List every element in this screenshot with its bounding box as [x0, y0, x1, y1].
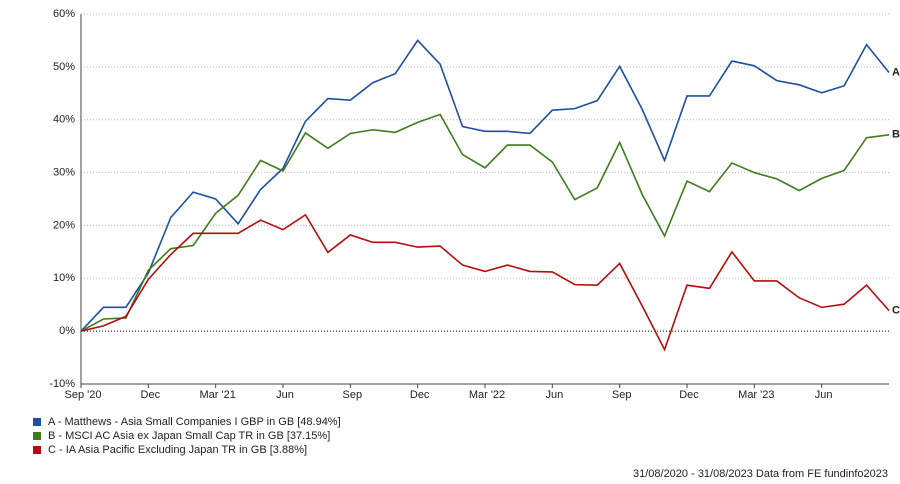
legend-swatch — [33, 432, 41, 440]
x-tick-label: Dec — [141, 389, 161, 401]
x-tick-label: Sep — [343, 389, 363, 401]
legend-label: B - MSCI AC Asia ex Japan Small Cap TR i… — [48, 430, 330, 442]
source-note: 31/08/2020 - 31/08/2023 Data from FE fun… — [633, 468, 888, 480]
end-label: B — [892, 129, 900, 141]
x-tick-label: Jun — [815, 389, 833, 401]
legend-label: C - IA Asia Pacific Excluding Japan TR i… — [48, 444, 307, 456]
x-tick-label: Mar '22 — [469, 389, 505, 401]
series-line — [80, 39, 890, 332]
x-tick-label: Dec — [679, 389, 699, 401]
x-tick-label: Dec — [410, 389, 430, 401]
y-tick-label: -10% — [49, 378, 75, 390]
series-line — [80, 113, 890, 332]
legend-swatch — [33, 418, 41, 426]
y-tick-label: 50% — [53, 61, 75, 73]
end-label: C — [892, 305, 900, 317]
y-tick-label: 30% — [53, 166, 75, 178]
legend-label: A - Matthews - Asia Small Companies I GB… — [48, 416, 341, 428]
y-tick-label: 60% — [53, 8, 75, 20]
series-line — [80, 213, 890, 352]
x-tick-label: Jun — [276, 389, 294, 401]
y-tick-label: 0% — [59, 325, 75, 337]
y-tick-label: 40% — [53, 114, 75, 126]
y-tick-label: 20% — [53, 219, 75, 231]
end-label: A — [892, 66, 900, 78]
legend-swatch — [33, 446, 41, 454]
y-tick-label: 10% — [53, 272, 75, 284]
x-tick-label: Mar '23 — [738, 389, 774, 401]
x-tick-label: Sep — [612, 389, 632, 401]
x-tick-label: Mar '21 — [199, 389, 235, 401]
x-tick-label: Jun — [545, 389, 563, 401]
x-tick-label: Sep '20 — [65, 389, 102, 401]
